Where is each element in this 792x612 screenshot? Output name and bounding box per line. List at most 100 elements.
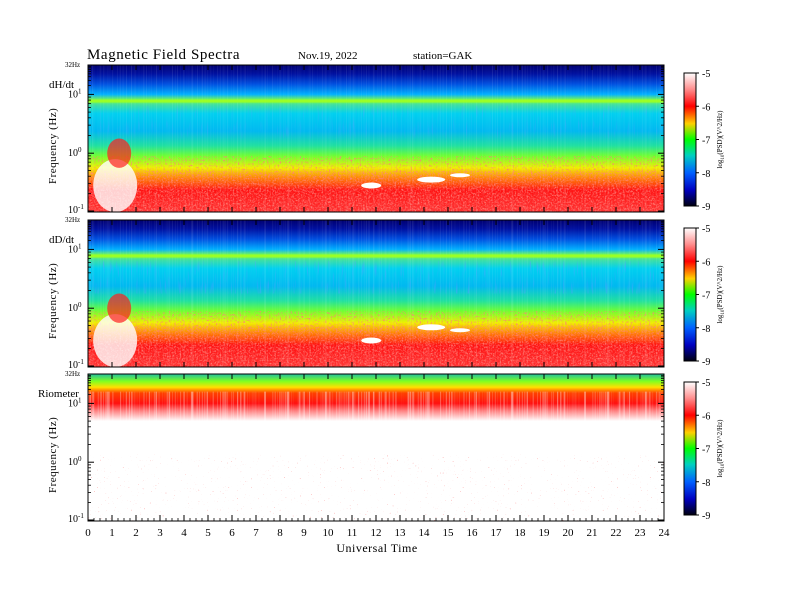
colorbar [683,72,697,207]
y-tick-label: 100 [68,455,82,468]
x-tick-label: 0 [85,527,91,539]
x-tick-label: 1 [109,527,115,539]
x-tick-label: 23 [635,527,647,539]
x-tick-label: 4 [181,527,187,539]
colorbar-tick-label: -9 [702,202,710,213]
y-tick-exponent: 1 [78,396,82,404]
colorbar-label-prefix: log [716,314,724,323]
spectrogram-streak [417,176,446,183]
spectrogram-blue-patches [88,261,664,294]
colorbar-label-body: (PSD)(V^2/Hz) [716,110,724,155]
panel-1: 10 1 100 10-1 32Hz dH/dt Frequency (Hz) -5 -6 -7 -… [47,61,726,216]
x-tick-label: 9 [301,527,307,539]
x-tick-label: 11 [347,527,358,539]
colorbar-tick-label: -5 [702,69,710,80]
colorbar-tick-label: -7 [702,291,710,302]
x-tick-label: 6 [229,527,235,539]
colorbar-label-sub: 10 [721,309,726,315]
x-tick-label: 20 [563,527,575,539]
spectrogram-noise-2 [88,325,664,367]
x-axis: 0 1 2 3 4 5 6 7 8 9 10 11 12 13 14 15 16 17 18 19 20 21 22 23 24 [85,65,670,539]
x-tick-label: 12 [371,527,382,539]
x-tick-label: 18 [515,527,527,539]
panel-label: dH/dt [49,79,74,91]
colorbar-label-prefix: log [716,468,724,477]
x-tick-label: 24 [659,527,671,539]
x-tick-label: 7 [253,527,259,539]
colorbar-label: log10(PSD)(V^2/Hz) [716,265,726,324]
y-tick-exponent: 0 [78,455,82,463]
colorbar-label: log10(PSD)(V^2/Hz) [716,110,726,169]
figure-station: station=GAK [413,50,472,62]
colorbar-tick-label: -8 [702,324,710,335]
colorbar-label-sub: 10 [721,154,726,160]
colorbar-tick-label: -9 [702,357,710,368]
x-tick-label: 21 [587,527,598,539]
spectrogram-noise-2 [88,170,664,212]
panel-label: dD/dt [49,234,74,246]
colorbar-tick-label: -6 [702,411,710,422]
colorbar [683,381,697,516]
spectrogram-blob [107,138,132,168]
y-axis-label: Frequency (Hz) [47,108,59,184]
colorbar-label-sub: 10 [721,463,726,469]
y-tick-exponent: 1 [78,87,82,95]
x-tick-label: 3 [157,527,163,539]
colorbar-tick-label: -8 [702,478,710,489]
panel-label: Riometer [38,388,79,400]
spectrogram-streak [361,182,382,189]
y-tick-exponent: 0 [78,301,82,309]
y-tick-exponent: -1 [78,203,84,211]
colorbar [683,227,697,362]
colorbar-tick-label: -7 [702,136,710,147]
colorbar-tick-label: -9 [702,511,710,522]
spectrogram-line [88,254,664,258]
top-frequency-label: 32Hz [65,61,80,69]
y-axis-label: Frequency (Hz) [47,417,59,493]
colorbar-label: log10(PSD)(V^2/Hz) [716,419,726,478]
x-tick-label: 19 [539,527,551,539]
colorbar-label-body: (PSD)(V^2/Hz) [716,265,724,310]
y-tick-exponent: -1 [78,512,84,520]
colorbar-tick-label: -5 [702,378,710,389]
top-frequency-label: 32Hz [65,370,80,378]
spectrogram-streak [450,328,470,333]
colorbar-label-body: (PSD)(V^2/Hz) [716,419,724,464]
spectrogram-blob [93,159,138,212]
y-tick-exponent: 1 [78,242,82,250]
x-tick-label: 13 [395,527,407,539]
spectrogram-blob [93,314,138,367]
y-tick-label: 10-1 [68,203,84,216]
x-axis-label: Universal Time [336,541,417,555]
panel-3: 10 1 100 10-1 32Hz Riometer Frequency (Hz) -5 -6… [38,370,726,525]
colorbar-tick-label: -5 [702,224,710,235]
spectrogram-stripes [88,391,664,422]
spectrogram-speckle [88,454,664,521]
y-tick-label: 10-1 [68,512,84,525]
x-tick-label: 14 [419,527,431,539]
y-axis-label: Frequency (Hz) [47,263,59,339]
y-tick-label: 100 [68,301,82,314]
y-tick-label: 100 [68,146,82,159]
x-tick-label: 2 [133,527,139,539]
colorbar-tick-label: -6 [702,102,710,113]
spectrogram-line [88,99,664,103]
x-tick-label: 16 [467,527,479,539]
y-tick-exponent: 0 [78,146,82,154]
x-tick-label: 17 [491,527,503,539]
spectrogram-blue-patches [88,106,664,139]
x-tick-label: 5 [205,527,211,539]
colorbar-tick-label: -6 [702,257,710,268]
colorbar-tick-label: -7 [702,445,710,456]
colorbar-tick-label: -8 [702,169,710,180]
top-frequency-label: 32Hz [65,216,80,224]
x-tick-label: 22 [611,527,622,539]
spectrogram-streak [361,337,382,344]
x-tick-label: 15 [443,527,455,539]
y-tick-exponent: -1 [78,358,84,366]
figure-date: Nov.19, 2022 [298,50,357,62]
x-tick-label: 10 [323,527,335,539]
spectrogram-streak [450,173,470,178]
